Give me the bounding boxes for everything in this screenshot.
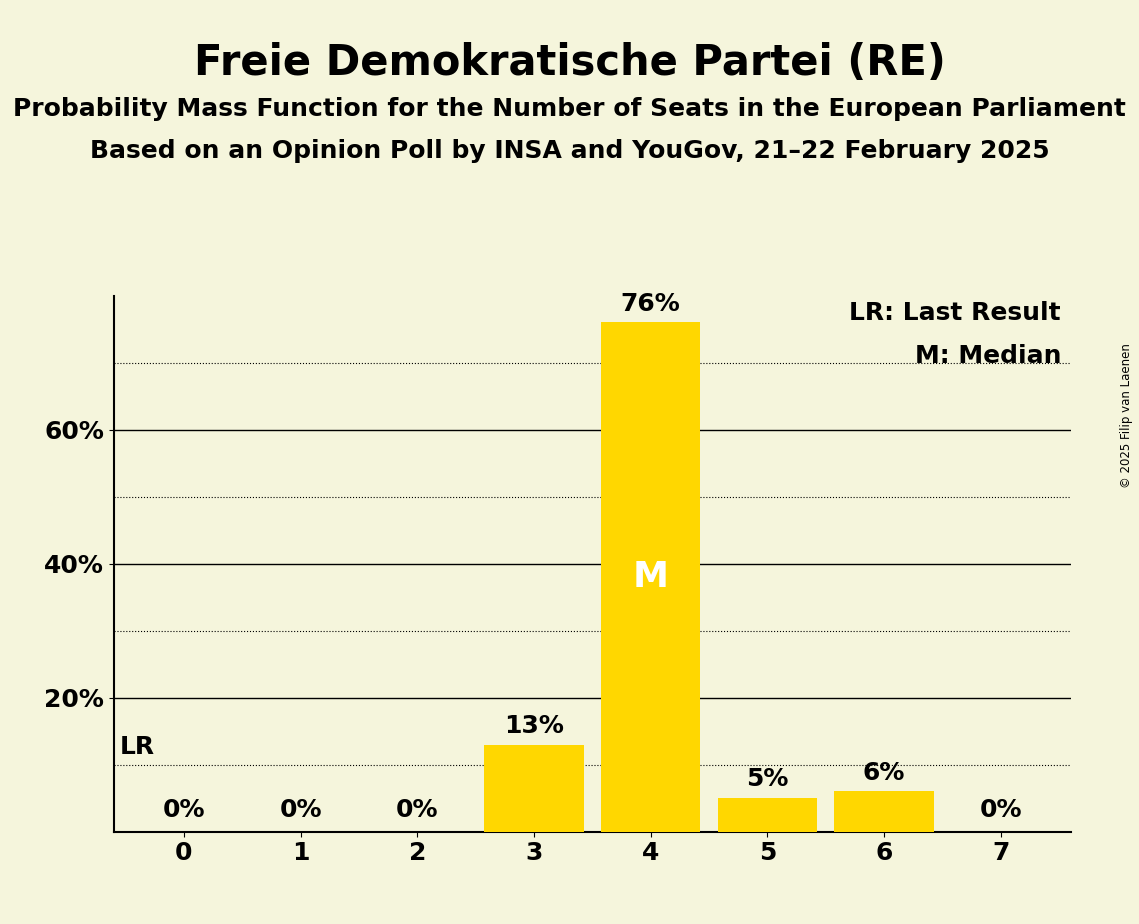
- Text: M: Median: M: Median: [915, 344, 1062, 368]
- Bar: [601, 322, 700, 832]
- Bar: [718, 798, 817, 832]
- Text: 5%: 5%: [746, 768, 788, 791]
- Text: 13%: 13%: [503, 714, 564, 737]
- Text: 6%: 6%: [862, 760, 906, 784]
- Text: 0%: 0%: [396, 797, 439, 821]
- Text: Freie Demokratische Partei (RE): Freie Demokratische Partei (RE): [194, 42, 945, 83]
- Text: © 2025 Filip van Laenen: © 2025 Filip van Laenen: [1121, 344, 1133, 488]
- Text: Probability Mass Function for the Number of Seats in the European Parliament: Probability Mass Function for the Number…: [13, 97, 1126, 121]
- Text: LR: LR: [120, 736, 155, 760]
- Text: 0%: 0%: [279, 797, 322, 821]
- Text: 0%: 0%: [980, 797, 1022, 821]
- Text: Based on an Opinion Poll by INSA and YouGov, 21–22 February 2025: Based on an Opinion Poll by INSA and You…: [90, 139, 1049, 163]
- Bar: [484, 745, 583, 832]
- Text: M: M: [632, 560, 669, 594]
- Text: 76%: 76%: [621, 292, 680, 316]
- Text: LR: Last Result: LR: Last Result: [850, 301, 1062, 325]
- Bar: [835, 791, 934, 832]
- Text: 0%: 0%: [163, 797, 205, 821]
